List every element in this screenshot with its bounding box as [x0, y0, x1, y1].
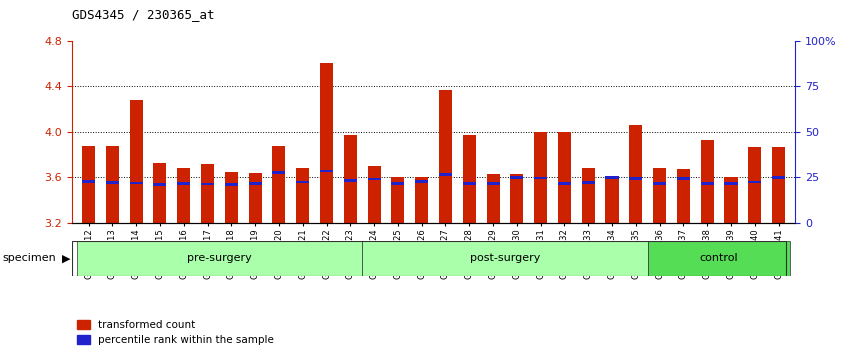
Bar — [415, 180, 428, 183]
Bar — [106, 181, 119, 184]
Text: ▶: ▶ — [62, 253, 70, 263]
Bar — [772, 147, 785, 223]
Bar — [439, 90, 452, 223]
Legend: transformed count, percentile rank within the sample: transformed count, percentile rank withi… — [77, 320, 274, 345]
Bar — [201, 164, 214, 223]
Bar — [486, 182, 500, 185]
Bar — [724, 177, 738, 223]
Bar — [296, 181, 310, 183]
Bar — [129, 100, 143, 223]
Bar — [677, 170, 690, 223]
Bar — [700, 140, 714, 223]
Bar — [249, 173, 261, 223]
Text: control: control — [700, 253, 739, 263]
Bar — [439, 173, 452, 176]
Bar — [320, 63, 333, 223]
Bar — [225, 183, 238, 185]
Bar — [177, 169, 190, 223]
Bar — [629, 177, 642, 180]
Bar — [653, 182, 666, 185]
Text: specimen: specimen — [3, 253, 57, 263]
Bar — [463, 182, 475, 185]
Text: GDS4345 / 230365_at: GDS4345 / 230365_at — [72, 8, 214, 21]
Bar — [296, 169, 310, 223]
Bar — [677, 177, 690, 180]
Bar — [558, 132, 571, 223]
Bar — [343, 135, 357, 223]
Bar — [392, 177, 404, 223]
Bar — [700, 182, 714, 185]
Bar — [510, 174, 524, 223]
Bar — [272, 145, 285, 223]
Bar — [415, 177, 428, 223]
Bar — [510, 176, 524, 179]
Bar — [724, 182, 738, 185]
Bar — [106, 145, 119, 223]
Bar — [463, 135, 475, 223]
Bar — [320, 170, 333, 172]
Bar — [82, 180, 95, 183]
Bar — [343, 179, 357, 182]
Bar — [201, 183, 214, 185]
Bar — [582, 169, 595, 223]
Bar — [558, 182, 571, 185]
Bar — [582, 181, 595, 184]
Bar — [748, 181, 761, 183]
Bar — [653, 169, 666, 223]
Bar — [177, 182, 190, 185]
FancyBboxPatch shape — [77, 241, 362, 276]
Bar — [367, 178, 381, 181]
Bar — [748, 147, 761, 223]
Bar — [534, 177, 547, 179]
Text: pre-surgery: pre-surgery — [187, 253, 252, 263]
Bar — [606, 177, 618, 223]
Bar — [629, 125, 642, 223]
Bar — [153, 183, 167, 186]
Bar — [225, 172, 238, 223]
Bar — [367, 166, 381, 223]
Bar — [486, 174, 500, 223]
Text: post-surgery: post-surgery — [470, 253, 540, 263]
FancyBboxPatch shape — [362, 241, 648, 276]
Bar — [249, 182, 261, 185]
Bar — [82, 145, 95, 223]
Bar — [153, 162, 167, 223]
Bar — [534, 132, 547, 223]
FancyBboxPatch shape — [648, 241, 790, 276]
Bar — [606, 176, 618, 179]
Bar — [772, 176, 785, 179]
Bar — [272, 171, 285, 173]
Bar — [392, 182, 404, 185]
Bar — [129, 182, 143, 184]
